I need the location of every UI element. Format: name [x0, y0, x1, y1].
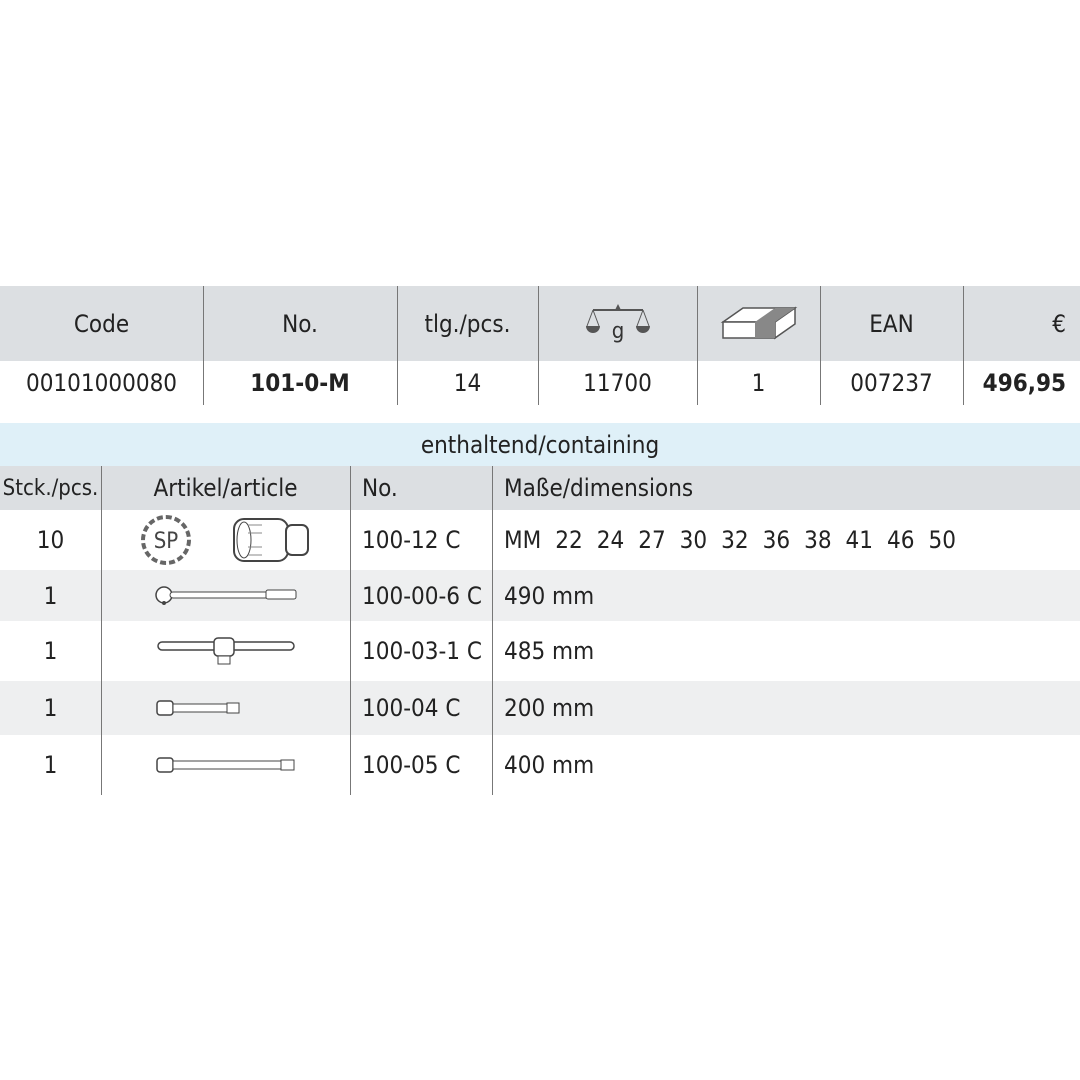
size: 27: [638, 526, 666, 554]
svg-text:g: g: [611, 319, 624, 344]
qty: 1: [43, 581, 58, 610]
divider: [963, 286, 964, 405]
qty: 10: [36, 526, 65, 554]
size: 41: [845, 526, 874, 554]
code-value: 00101000080: [25, 369, 178, 397]
divider: [492, 466, 493, 795]
article-no: 100-03-1 C: [362, 637, 482, 665]
dims: 400 mm: [504, 751, 595, 779]
divider: [350, 466, 351, 795]
package-box-icon: [697, 286, 820, 361]
header-price: €: [1052, 309, 1066, 338]
dims: 490 mm: [504, 581, 595, 610]
price-value: 496,95: [982, 369, 1066, 397]
divider: [101, 466, 102, 795]
header-dims: Maße/dimensions: [504, 474, 694, 502]
divider: [697, 286, 698, 405]
extension-bar-short-icon: [101, 681, 350, 735]
dims: 200 mm: [504, 694, 595, 722]
size: 38: [804, 526, 832, 554]
size: 24: [596, 526, 625, 554]
size: 22: [555, 526, 583, 554]
scale-weight-icon: g: [538, 286, 697, 361]
header-code: Code: [73, 309, 130, 338]
summary-header-row: [0, 286, 1080, 361]
pcs-value: 14: [453, 369, 482, 397]
divider: [820, 286, 821, 405]
header-no: No.: [362, 474, 398, 502]
qty: 1: [43, 637, 58, 665]
header-article: Artikel/article: [153, 474, 298, 502]
dims: 485 mm: [504, 637, 595, 665]
header-qty: Stck./pcs.: [2, 475, 99, 501]
article-no: 100-04 C: [362, 694, 461, 722]
svg-text:SP: SP: [153, 529, 178, 554]
size: 50: [928, 526, 956, 554]
qty: 1: [43, 751, 58, 779]
weight-value: 11700: [583, 369, 652, 397]
dims: MM 22 24 27 30 32 36 38 41 46 50: [492, 510, 1080, 570]
header-ean: EAN: [869, 309, 914, 338]
ean-value: 007237: [850, 369, 933, 397]
t-handle-icon: [101, 621, 350, 681]
article-no: 100-12 C: [362, 526, 461, 554]
contents-title: enthaltend/containing: [0, 423, 1080, 466]
header-no: No.: [282, 309, 318, 338]
no-value: 101-0-M: [250, 369, 350, 397]
socket-icon: SP: [101, 510, 350, 570]
package-value: 1: [751, 369, 766, 397]
qty: 1: [43, 694, 58, 722]
header-pcs: tlg./pcs.: [424, 309, 511, 338]
size: 46: [887, 526, 915, 554]
article-no: 100-05 C: [362, 751, 461, 779]
divider: [397, 286, 398, 405]
ratchet-icon: [101, 570, 350, 621]
extension-bar-long-icon: [101, 735, 350, 795]
size: 30: [679, 526, 708, 554]
dims-unit: MM: [504, 526, 542, 554]
divider: [538, 286, 539, 405]
size: 36: [762, 526, 791, 554]
contents-header-row: [0, 466, 1080, 510]
size: 32: [721, 526, 749, 554]
divider: [203, 286, 204, 405]
article-no: 100-00-6 C: [362, 581, 482, 610]
